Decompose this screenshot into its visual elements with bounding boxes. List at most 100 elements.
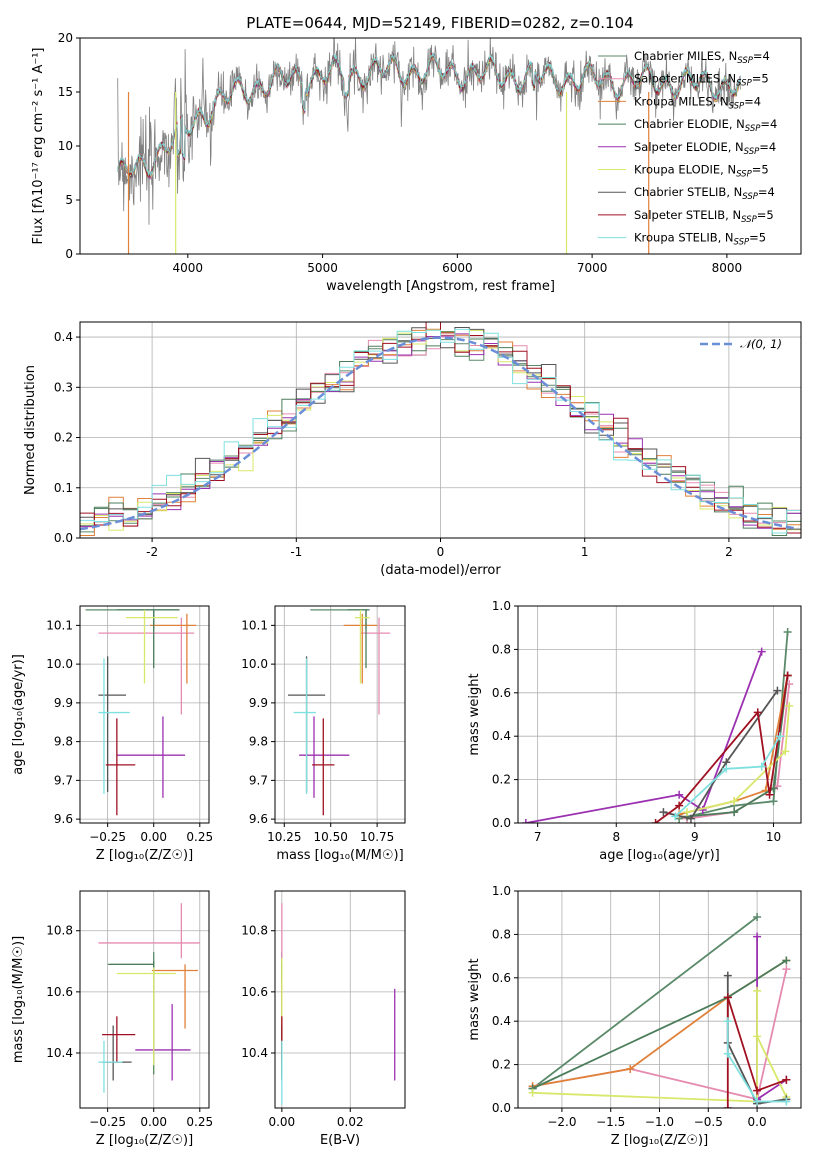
residuals-xtick-label: 2 [725, 545, 733, 559]
spectrum-ytick-label: 0 [65, 247, 73, 261]
z-weight-ytick-label: 0.0 [492, 1101, 511, 1115]
legend-label-main: Kroupa ELODIE, N [634, 163, 736, 177]
z-mass-ytick-label: 10.8 [46, 924, 73, 938]
weight-marker [753, 932, 762, 941]
weight-marker [782, 965, 791, 974]
weight-line [525, 651, 763, 823]
age-weight-xtick-label: 9 [691, 830, 699, 844]
mass-age-xtick-label: 10.75 [360, 830, 394, 844]
weight-marker [722, 764, 731, 773]
weight-marker [723, 1049, 732, 1058]
legend-label-sub: SSP [744, 147, 760, 157]
legend-label-sub: SSP [742, 192, 758, 202]
residuals-frame [79, 321, 802, 539]
weight-marker [753, 1032, 762, 1041]
figure-title: PLATE=0644, MJD=52149, FIBERID=0282, z=0… [246, 14, 633, 32]
z-age-xtick-label: 0.00 [140, 830, 167, 844]
residuals-xtick-label: -1 [290, 545, 302, 559]
weight-line [674, 735, 781, 818]
spectrum-xlabel: wavelength [Angstrom, rest frame] [326, 279, 555, 294]
weight-marker [730, 797, 739, 806]
weight-marker [769, 797, 778, 806]
weight-line [678, 675, 789, 816]
weight-marker [753, 1097, 762, 1106]
weight-line [756, 936, 787, 1101]
z-age-xtick-label: −0.25 [89, 830, 126, 844]
legend-label-sub: SSP [736, 170, 752, 180]
weight-marker [521, 819, 530, 823]
age-weight-xlabel: age [log₁₀(age/yr)] [599, 848, 720, 863]
legend-label-suffix: =5 [752, 72, 769, 86]
ebv-mass-xtick-label: 0.02 [337, 1115, 364, 1129]
z-age-ytick-label: 9.9 [54, 696, 73, 710]
residuals-plot-area [80, 322, 801, 536]
weight-marker [626, 1064, 635, 1073]
z-age-xlabel: Z [log₁₀(Z/Z☉)] [96, 848, 193, 863]
legend-label-suffix: =4 [744, 94, 761, 108]
weight-marker [675, 790, 684, 799]
z-mass-xtick-label: −0.25 [89, 1115, 126, 1129]
residual-histogram [80, 328, 801, 534]
z-mass-plot-area [98, 903, 200, 1093]
spectrum-model-line [117, 53, 741, 177]
weight-marker [753, 913, 762, 922]
legend-label-sub: SSP [734, 238, 750, 248]
age-weight-ylabel: mass weight [467, 673, 482, 755]
legend-label-main: Chabrier STELIB, N [634, 185, 742, 199]
legend-label-suffix: =5 [749, 231, 766, 245]
z-age-ytick-label: 9.6 [54, 812, 73, 826]
z-mass-xlabel: Z [log₁₀(Z/Z☉)] [96, 1133, 193, 1148]
age-weight-xtick-label: 8 [612, 830, 620, 844]
residuals-xtick-label: -2 [146, 545, 158, 559]
weight-marker [723, 971, 732, 980]
z-mass-xtick-label: 0.00 [140, 1115, 167, 1129]
weight-line [655, 675, 789, 823]
residual-histogram [80, 322, 801, 534]
age-weight-ytick-label: 0.0 [492, 816, 511, 830]
z-weight-ytick-label: 0.8 [492, 927, 511, 941]
spectrum-xtick-label: 8000 [712, 261, 743, 275]
weight-marker [651, 819, 660, 823]
mass-age-panel: 10.25 10.50 10.75 9.6 9.7 9.8 9.9 10.0 10.1 mass … [241, 605, 406, 863]
legend-label-main: Salpeter MILES, N [634, 72, 736, 86]
z-weight-ylabel: mass weight [467, 958, 482, 1040]
mass-age-ytick-label: 9.9 [249, 696, 268, 710]
weight-line [663, 690, 779, 820]
weight-line [532, 990, 788, 1103]
legend-label-main: Kroupa STELIB, N [634, 231, 734, 245]
legend-label: Kroupa ELODIE, NSSP=5 [634, 163, 769, 180]
weight-marker [675, 801, 684, 810]
weight-marker [659, 808, 668, 817]
weight-marker [753, 986, 762, 995]
z-age-ytick-label: 10.1 [46, 618, 73, 632]
z-age-panel: −0.25 0.00 0.25 9.6 9.7 9.8 9.9 10.0 10.1 Z [log₁… [11, 605, 213, 863]
mass-age-xtick-label: 10.25 [267, 830, 301, 844]
spectrum-plot-area [117, 38, 741, 254]
legend-label-sub: SSP [741, 215, 757, 225]
legend-label-suffix: =4 [758, 185, 775, 199]
weight-marker [782, 1075, 791, 1084]
residuals-ytick-label: 0.1 [54, 481, 73, 495]
age-weight-plot-area [521, 628, 794, 823]
spectrum-ytick-label: 10 [58, 139, 73, 153]
residuals-panel: -2 -1 0 1 2 0.0 0.1 0.2 0.3 0.4 (data-model)/error… [23, 321, 802, 578]
spectrum-xtick-label: 6000 [442, 261, 473, 275]
z-weight-ytick-label: 0.6 [492, 971, 511, 985]
age-weight-xtick-label: 10 [766, 830, 781, 844]
weight-line [726, 1021, 787, 1103]
legend-label: Salpeter ELODIE, NSSP=4 [634, 140, 776, 157]
weight-line [686, 705, 791, 813]
weight-marker [753, 708, 762, 717]
legend-label: Chabrier STELIB, NSSP=4 [634, 185, 775, 202]
legend-label-sub: SSP [737, 56, 753, 66]
z-weight-xtick-label: −0.5 [694, 1115, 723, 1129]
weight-marker [753, 1086, 762, 1095]
residuals-xtick-label: 0 [437, 545, 445, 559]
weight-marker [782, 956, 791, 965]
spectrum-frame [79, 37, 802, 255]
ebv-mass-plot-area [281, 903, 396, 1105]
z-weight-xtick-label: −1.0 [645, 1115, 674, 1129]
age-weight-ytick-label: 0.4 [492, 729, 511, 743]
legend-label: Chabrier MILES, NSSP=4 [634, 49, 770, 66]
